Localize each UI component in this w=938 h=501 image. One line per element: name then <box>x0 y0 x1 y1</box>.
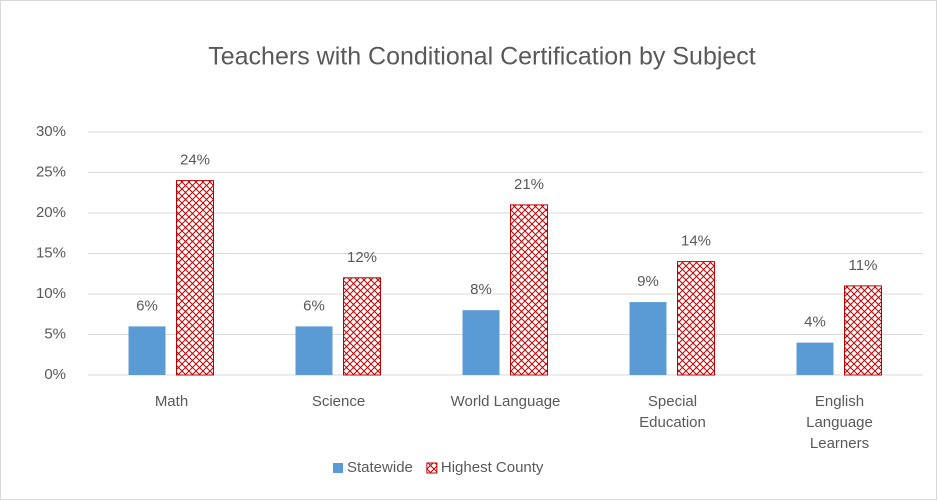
data-label: 12% <box>347 249 377 266</box>
y-tick-label: 30% <box>36 123 66 140</box>
x-tick-label: Science <box>311 393 366 410</box>
bar <box>343 277 381 376</box>
chart-title: Teachers with Conditional Certification … <box>208 43 756 71</box>
x-tick-label: English Language Learners <box>806 393 873 452</box>
x-tick-label: Math <box>154 393 189 410</box>
legend-label: Statewide <box>347 459 413 476</box>
data-label: 11% <box>849 257 878 274</box>
data-label: 6% <box>136 297 158 314</box>
data-label: 4% <box>804 314 826 331</box>
data-label: 24% <box>180 152 210 169</box>
x-tick-label: Special Education <box>639 393 706 431</box>
data-label: 21% <box>514 176 544 193</box>
x-tick-label: World Language <box>450 393 561 410</box>
bar <box>510 204 548 376</box>
data-label: 9% <box>637 273 659 290</box>
bar <box>295 326 333 375</box>
y-tick-label: 15% <box>36 244 66 261</box>
bar <box>128 326 166 375</box>
bar <box>677 261 715 376</box>
y-tick-label: 5% <box>44 325 66 342</box>
legend-swatch <box>333 463 343 473</box>
data-label: 14% <box>681 233 711 250</box>
bar <box>844 285 882 376</box>
legend-swatch <box>426 462 438 474</box>
bar <box>176 180 214 376</box>
data-label: 8% <box>470 281 492 298</box>
y-tick-label: 20% <box>36 204 66 221</box>
y-tick-label: 25% <box>36 163 66 180</box>
legend-label: Highest County <box>441 459 544 476</box>
bar <box>796 342 834 375</box>
y-tick-label: 10% <box>36 285 66 302</box>
bar <box>629 302 667 375</box>
y-tick-label: 0% <box>44 366 66 383</box>
data-label: 6% <box>303 297 325 314</box>
bar <box>462 310 500 375</box>
